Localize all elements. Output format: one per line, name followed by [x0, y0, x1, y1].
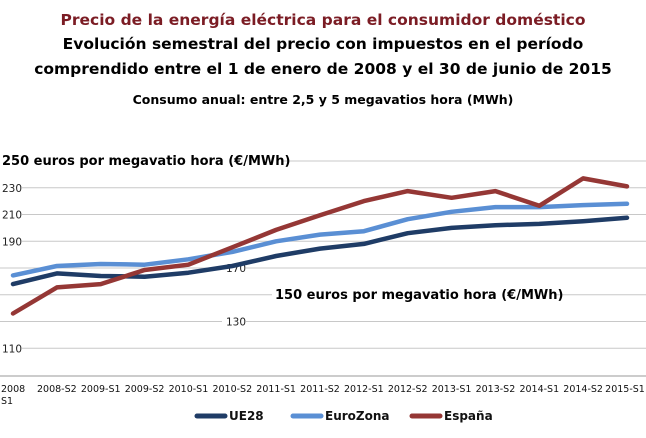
x-tick-label: 2010-S2 [212, 384, 252, 395]
legend-label: España [444, 409, 493, 423]
x-tick-label: 2012-S1 [344, 384, 384, 395]
x-tick-label: 2010-S1 [169, 384, 209, 395]
y-tick-label: 210 [2, 210, 22, 222]
y-tick-label: 150 euros por megavatio hora (€/MWh) [275, 288, 563, 303]
chart-subtitle-line-2: comprendido entre el 1 de enero de 2008 … [34, 60, 612, 78]
x-tick-label: 2009-S2 [125, 384, 165, 395]
y-tick-label: 230 [2, 183, 22, 195]
x-tick-label: 2014-S2 [563, 384, 603, 395]
chart-title: Precio de la energía eléctrica para el c… [60, 11, 586, 29]
y-tick-label: 130 [226, 317, 246, 329]
x-tick-label: 2013-S2 [476, 384, 516, 395]
chart-note: Consumo anual: entre 2,5 y 5 megavatios … [132, 92, 514, 107]
x-tick-label: 2013-S1 [432, 384, 472, 395]
x-tick-label: 2009-S1 [81, 384, 121, 395]
legend-label: UE28 [229, 409, 264, 423]
x-tick-label: 2008 S1 [1, 384, 25, 407]
y-tick-label: 190 [2, 236, 22, 248]
legend-label: EuroZona [325, 409, 390, 423]
x-tick-label: 2011-S2 [300, 384, 340, 395]
y-tick-label: 110 [2, 343, 22, 355]
x-tick-label: 2008-S2 [37, 384, 77, 395]
x-tick-label: 2012-S2 [388, 384, 428, 395]
x-tick-label: 2011-S1 [256, 384, 296, 395]
x-tick-label: 2014-S1 [519, 384, 559, 395]
chart-subtitle-line-1: Evolución semestral del precio con impue… [62, 35, 584, 53]
series-line-ue28 [10, 215, 630, 287]
y-tick-label: 250 euros por megavatio hora (€/MWh) [2, 154, 290, 169]
x-tick-label: 2015-S1 [605, 384, 645, 395]
